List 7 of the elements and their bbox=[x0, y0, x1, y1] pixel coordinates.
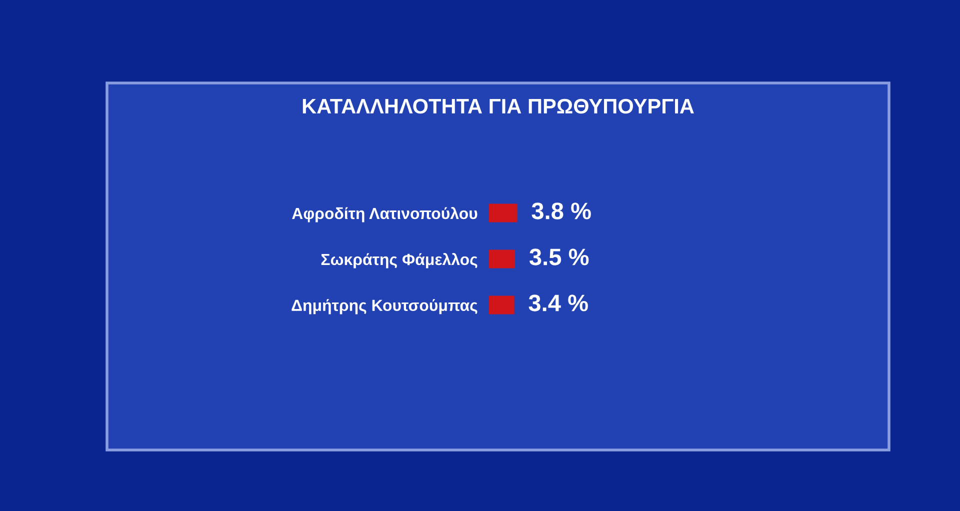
y-tick-label: Αφροδίτη Λατινοπούλου bbox=[292, 207, 478, 222]
y-tick-label: Σωκράτης Φάμελλος bbox=[321, 253, 478, 268]
y-tick-label: Δημήτρης Κουτσούμπας bbox=[292, 299, 478, 314]
chart-title: ΚΑΤΑΛΛΗΛΟΤΗΤΑ ΓΙΑ ΠΡΩΘΥΠΟΥΡΓΙΑ bbox=[302, 98, 694, 114]
data-label: 3.8 % bbox=[532, 202, 591, 220]
data-label: 3.5 % bbox=[529, 248, 589, 266]
data-label: 3.4 % bbox=[528, 294, 588, 312]
